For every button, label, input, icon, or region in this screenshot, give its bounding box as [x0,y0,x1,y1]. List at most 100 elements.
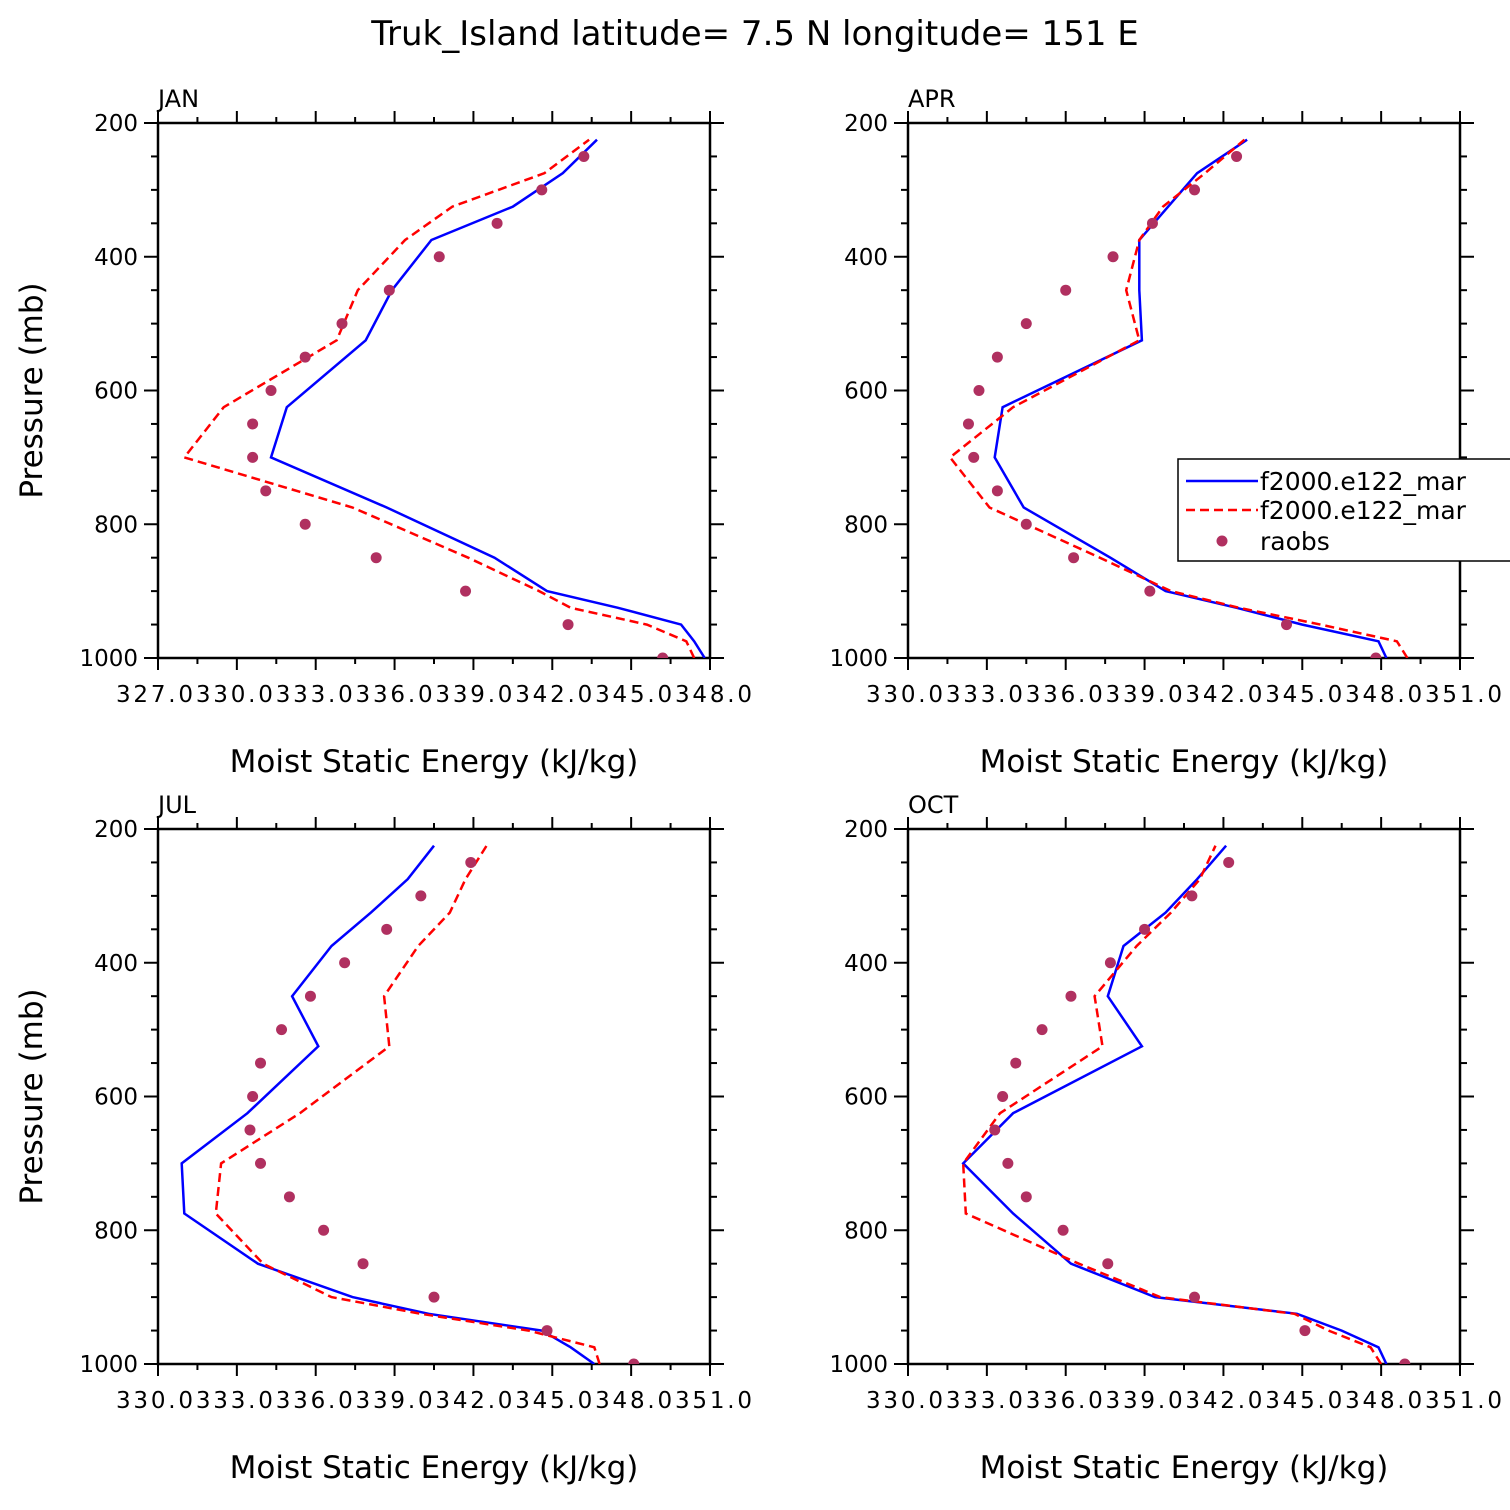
raobs-point [536,184,548,196]
x-tick-label: 333.0 [946,682,1023,708]
x-tick-label: 351.0 [1425,1388,1502,1414]
raobs-point [428,1291,440,1303]
panel-jan-x-axis-title: Moist Static Energy (kJ/kg) [230,744,639,780]
x-tick-label: 336.0 [1026,682,1103,708]
raobs-point [339,957,351,969]
y-tick-label: 400 [94,951,138,977]
x-tick-label: 351.0 [1425,682,1502,708]
y-tick-label: 600 [94,1085,138,1111]
x-tick-label: 345.0 [1265,682,1342,708]
raobs-point [381,923,393,935]
x-tick-label: 345.0 [1265,1388,1342,1414]
x-tick-label: 339.0 [1106,1388,1183,1414]
series-line-red-dashed [182,138,696,658]
panel-apr-frame [906,121,1462,660]
raobs-point [1002,1157,1014,1169]
y-tick-label: 400 [844,245,888,271]
raobs-point [383,284,395,296]
raobs-point [465,856,477,868]
raobs-point [1139,923,1151,935]
x-tick-label: 348.0 [1345,1388,1422,1414]
raobs-point [255,1157,267,1169]
y-tick-label: 600 [844,1085,888,1111]
x-tick-label: 330.0 [866,682,943,708]
raobs-point [1231,150,1243,162]
raobs-point [336,318,348,330]
raobs-point [657,652,669,658]
x-tick-label: 330.0 [866,1388,943,1414]
panel-oct-data [961,844,1411,1364]
raobs-point [255,1057,267,1069]
series-line-red-dashed [948,138,1409,658]
raobs-point [283,1191,295,1203]
raobs-point [460,585,472,597]
raobs-point [318,1224,330,1236]
raobs-point [491,217,503,229]
x-tick-label: 348.0 [595,1388,672,1414]
panel-jul-x-axis-title: Moist Static Energy (kJ/kg) [230,1450,639,1486]
panel-jul-frame [156,827,712,1366]
y-tick-label: 1000 [829,646,888,672]
x-tick-label: 345.0 [515,1388,592,1414]
raobs-point [997,1091,1009,1102]
y-tick-label: 200 [844,817,888,843]
series-line-red-dashed [214,845,601,1364]
x-tick-label: 336.0 [1026,1388,1103,1414]
legend-label: f2000.e122_mar [1260,496,1467,525]
panel-oct-x-axis-title: Moist Static Energy (kJ/kg) [980,1450,1389,1486]
panel-jul-data [180,844,640,1364]
raobs-point [1020,518,1032,530]
panel-apr: APR 330.0 333.0 336.0 339.0 342.0 345.0 348.0 35… [829,85,1502,780]
panel-oct-title: OCT [908,791,959,819]
panel-jul: JUL 330.0 333.0 336.0 339.0 342.0 345.0 348.0 35… [14,791,752,1486]
panel-jan-data [182,138,706,658]
panel-apr-title: APR [908,85,956,113]
x-tick-label: 342.0 [515,682,592,708]
raobs-point [304,990,316,1002]
x-tick-label: 345.0 [595,682,672,708]
series-line-blue-solid [993,138,1388,658]
raobs-point [260,485,272,497]
raobs-point [1370,652,1382,658]
y-tick-label: 600 [94,379,138,405]
y-tick-label: 600 [844,379,888,405]
legend-swatch-raobs [1216,535,1228,547]
x-tick-label: 336.0 [356,682,433,708]
raobs-point [1144,585,1156,597]
raobs-point [1065,990,1077,1002]
x-tick-label: 348.0 [675,682,752,708]
series-line-blue-solid [269,138,706,658]
series-line-blue-solid [180,844,596,1364]
series-line-blue-solid [961,844,1388,1364]
raobs-point [299,351,311,363]
y-tick-label: 200 [844,111,888,137]
x-tick-label: 342.0 [1185,1388,1262,1414]
raobs-point [357,1258,369,1270]
panel-jul-y-axis-title: Pressure (mb) [14,988,50,1204]
panel-jul-x-tick-labels: 330.0 333.0 336.0 339.0 342.0 345.0 348.0 351.0 [116,1388,752,1414]
legend-label: raobs [1260,527,1330,556]
legend-label: f2000.e122_mar [1260,467,1467,496]
y-tick-label: 200 [94,111,138,137]
raobs-point [1104,957,1116,969]
y-tick-label: 1000 [79,1352,138,1378]
raobs-point [989,1124,1001,1136]
panel-jan-x-tick-labels: 327.0 330.0 333.0 336.0 339.0 342.0 345.0 348.0 [116,682,752,708]
raobs-point [433,251,445,263]
y-tick-label: 1000 [79,646,138,672]
raobs-point [247,451,259,463]
panel-apr-data [948,138,1409,658]
raobs-point [578,150,590,162]
raobs-point [265,385,277,396]
panel-apr-x-axis-title: Moist Static Energy (kJ/kg) [980,744,1389,780]
panel-oct-x-tick-labels: 330.0 333.0 336.0 339.0 342.0 345.0 348.0 351.0 [866,1388,1502,1414]
panel-apr-x-tick-labels: 330.0 333.0 336.0 339.0 342.0 345.0 348.0 351.0 [866,682,1502,708]
raobs-point [962,418,974,430]
raobs-point [415,890,427,902]
raobs-point [244,1124,256,1136]
x-tick-label: 339.0 [435,682,512,708]
x-tick-label: 342.0 [435,1388,512,1414]
x-tick-label: 333.0 [946,1388,1023,1414]
panel-jan-frame [156,121,712,660]
